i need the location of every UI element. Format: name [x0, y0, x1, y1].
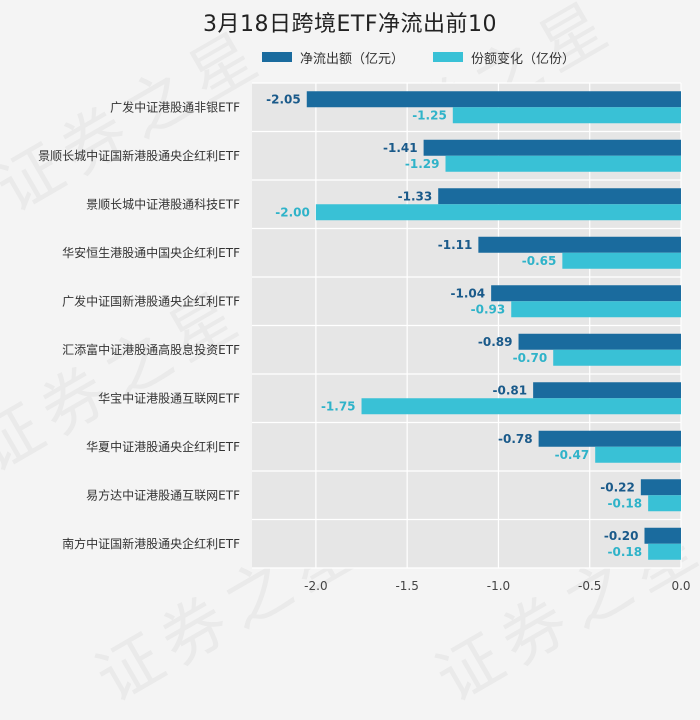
x-tick-label: -0.5 — [578, 579, 601, 593]
category-label: 广发中证港股通非银ETF — [110, 99, 240, 114]
net-outflow-value-label: -1.04 — [451, 286, 486, 300]
category-label: 易方达中证港股通互联网ETF — [86, 487, 240, 502]
chart-title: 3月18日跨境ETF净流出前10 — [203, 12, 497, 37]
share-change-value-label: -0.70 — [513, 351, 548, 365]
legend-label-net-outflow: 净流出额（亿元） — [300, 51, 405, 67]
net-outflow-bar — [423, 139, 681, 156]
legend-label-share-change: 份额变化（亿份） — [471, 51, 576, 67]
share-change-bar — [553, 349, 681, 366]
share-change-value-label: -1.25 — [412, 108, 447, 122]
share-change-value-label: -1.75 — [321, 399, 356, 413]
category-label: 景顺长城中证国新港股通央企红利ETF — [38, 148, 240, 163]
category-label: 汇添富中证港股通高股息投资ETF — [62, 342, 240, 357]
x-tick-label: -1.0 — [487, 579, 510, 593]
net-outflow-bar — [491, 285, 681, 302]
legend-swatch-share-change — [433, 52, 463, 62]
net-outflow-value-label: -1.11 — [438, 238, 473, 252]
legend-item-share-change: 份额变化（亿份） — [433, 49, 576, 67]
net-outflow-bar — [640, 479, 681, 496]
legend-item-net-outflow: 净流出额（亿元） — [262, 49, 405, 67]
net-outflow-bar — [644, 527, 681, 544]
category-label: 华安恒生港股通中国央企红利ETF — [62, 245, 240, 260]
x-tick-label: -2.0 — [304, 579, 327, 593]
category-label: 华宝中证港股通互联网ETF — [98, 390, 240, 405]
share-change-value-label: -0.18 — [608, 496, 643, 510]
net-outflow-value-label: -2.05 — [266, 92, 301, 106]
share-change-bar — [361, 398, 681, 415]
share-change-bar — [595, 446, 681, 463]
x-tick-label: 0.0 — [671, 579, 690, 593]
net-outflow-value-label: -0.22 — [600, 480, 635, 494]
share-change-value-label: -0.18 — [608, 545, 643, 559]
share-change-value-label: -2.00 — [275, 205, 310, 219]
share-change-bar — [315, 204, 681, 221]
net-outflow-value-label: -0.20 — [604, 529, 639, 543]
share-change-bar — [648, 543, 681, 560]
category-label: 景顺长城中证港股通科技ETF — [86, 196, 240, 211]
category-label: 南方中证国新港股通央企红利ETF — [62, 536, 240, 551]
share-change-value-label: -0.65 — [522, 254, 557, 268]
x-tick-label: -1.5 — [395, 579, 418, 593]
chart-root: 证券之星证券之星证券之星证券之星证券之星证券之星 3月18日跨境ETF净流出前1… — [38, 12, 691, 593]
category-label: 华夏中证港股通央企红利ETF — [86, 439, 240, 454]
net-outflow-bar — [478, 236, 681, 253]
share-change-bar — [562, 252, 681, 269]
net-outflow-value-label: -1.33 — [398, 189, 433, 203]
net-outflow-bar — [438, 188, 681, 205]
share-change-value-label: -0.93 — [471, 302, 506, 316]
share-change-value-label: -0.47 — [555, 448, 590, 462]
net-outflow-bar — [533, 382, 681, 399]
net-outflow-bar — [518, 333, 681, 350]
net-outflow-bar — [306, 91, 681, 108]
net-outflow-value-label: -0.81 — [493, 383, 528, 397]
share-change-bar — [648, 495, 681, 512]
net-outflow-value-label: -1.41 — [383, 141, 418, 155]
bar-chart: -2.0 -1.5 -1.0 -0.5 0.0 -2.05 -1.25 广发中证港股通非银ET… — [38, 82, 691, 593]
share-change-bar — [452, 107, 681, 124]
share-change-bar — [445, 155, 681, 172]
legend-swatch-net-outflow — [262, 52, 292, 62]
net-outflow-value-label: -0.89 — [478, 335, 513, 349]
net-outflow-value-label: -0.78 — [498, 432, 533, 446]
net-outflow-bar — [538, 430, 681, 447]
share-change-value-label: -1.29 — [405, 157, 440, 171]
share-change-bar — [511, 301, 681, 318]
category-label: 广发中证国新港股通央企红利ETF — [62, 293, 240, 308]
